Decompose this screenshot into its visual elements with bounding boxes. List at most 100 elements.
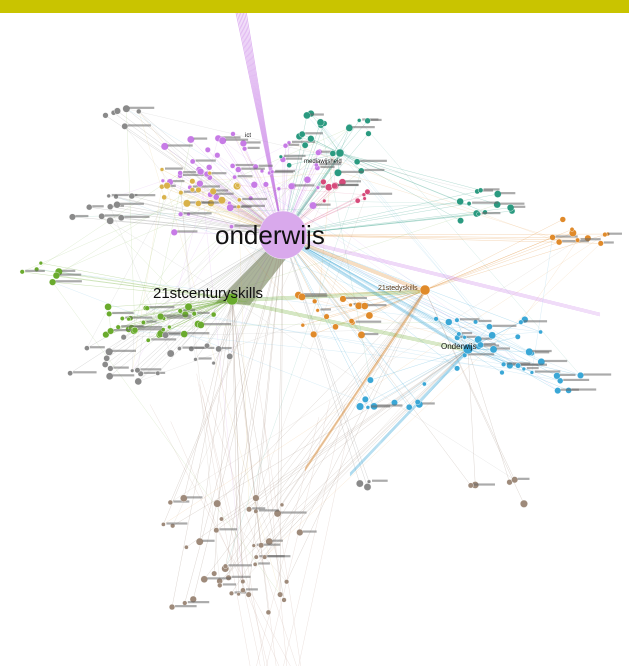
- graph-edge: [101, 216, 284, 236]
- graph-edge: [206, 138, 312, 346]
- node-label-mark: [345, 180, 362, 183]
- graph-node: [197, 321, 205, 329]
- graph-node: [476, 211, 482, 217]
- graph-edge: [282, 234, 471, 486]
- graph-edge: [52, 281, 375, 407]
- node-label-mark: [209, 172, 227, 175]
- graph-edge: [282, 234, 588, 239]
- graph-edge: [282, 234, 426, 291]
- graph-edge: [367, 348, 469, 408]
- graph-edge: [219, 348, 469, 582]
- graph-edge: [359, 348, 469, 407]
- graph-edge: [282, 234, 368, 488]
- graph-node: [189, 187, 195, 193]
- graph-edge: [58, 271, 233, 300]
- graph-node: [362, 196, 367, 201]
- graph-node: [252, 494, 260, 502]
- node-label-mark: [202, 539, 215, 542]
- node-label-mark: [164, 167, 183, 170]
- graph-edge: [320, 124, 519, 366]
- graph-edge: [86, 172, 181, 349]
- graph-edge: [424, 229, 573, 291]
- graph-node: [262, 181, 269, 188]
- graph-node: [86, 204, 93, 211]
- node-label-mark: [360, 159, 387, 162]
- node-label-mark: [320, 165, 335, 169]
- graph-edge: [282, 234, 375, 407]
- graph-node: [557, 377, 564, 384]
- node-label-mark: [480, 189, 494, 192]
- node-label-mark: [492, 324, 517, 327]
- graph-node: [559, 216, 566, 223]
- graph-edge: [282, 234, 481, 346]
- graph-node: [103, 355, 110, 362]
- graph-node: [144, 305, 150, 311]
- graph-node: [269, 169, 275, 175]
- graph-edge: [310, 113, 341, 154]
- graph-edge: [72, 203, 470, 218]
- graph-node: [286, 162, 292, 168]
- graph-node: [163, 182, 171, 190]
- graph-node: [168, 603, 176, 611]
- graph-edge: [304, 291, 426, 471]
- graph-edge: [132, 186, 163, 371]
- graph-node: [107, 203, 114, 210]
- graph-edge: [231, 300, 469, 352]
- node-label-mark: [288, 143, 300, 146]
- graph-node: [136, 108, 142, 115]
- graph-node: [189, 178, 196, 185]
- node-label-mark: [242, 197, 268, 201]
- node-label-mark: [607, 232, 622, 235]
- node-label-mark: [534, 370, 561, 373]
- graph-edge: [172, 348, 469, 526]
- graph-edge: [118, 298, 233, 328]
- edges-layer: [22, 13, 608, 666]
- graph-edge: [118, 321, 449, 328]
- graph-node: [493, 190, 502, 198]
- node-label-mark: [61, 269, 76, 272]
- node-label-mark: [422, 402, 435, 405]
- node-label-mark: [337, 183, 359, 187]
- graph-node: [422, 381, 427, 387]
- graph-node: [281, 597, 287, 603]
- node-label-mark: [237, 175, 253, 178]
- graph-edge: [339, 120, 368, 154]
- node-label-mark: [481, 211, 501, 215]
- graph-edge: [138, 111, 217, 198]
- node-label-mark: [113, 366, 129, 369]
- graph-node: [213, 499, 222, 508]
- node-label-mark: [301, 293, 327, 296]
- graph-edge: [110, 206, 284, 236]
- graph-edge: [231, 298, 262, 546]
- node-label-mark: [272, 170, 294, 174]
- node-label-mark: [523, 320, 548, 323]
- hub-node-21stcenturyskills: [225, 292, 239, 306]
- node-label-mark: [473, 483, 495, 486]
- hub-label-21stedyskills: 21stedyskills: [378, 285, 418, 292]
- node-label-mark: [194, 346, 215, 350]
- graph-edge: [200, 298, 233, 326]
- hub-label-onderwijs-2: Onderwijs: [441, 342, 477, 351]
- graph-node: [277, 591, 284, 598]
- graph-node: [130, 368, 135, 373]
- graph-node: [210, 311, 217, 318]
- graph-node: [514, 333, 521, 340]
- graph-node: [521, 366, 526, 372]
- graph-node: [361, 192, 367, 197]
- graph-node: [597, 240, 604, 247]
- graph-node: [287, 182, 295, 190]
- hub-node-21stedyskills: [419, 284, 431, 296]
- node-label-mark: [151, 338, 177, 341]
- node-label-mark: [366, 192, 393, 195]
- graph-edge: [140, 234, 284, 374]
- graph-edge: [179, 234, 284, 349]
- graph-node: [207, 171, 212, 176]
- graph-edge: [282, 236, 601, 316]
- node-label-mark: [534, 351, 550, 354]
- graph-edge: [310, 138, 341, 154]
- graph-node: [170, 228, 178, 236]
- graph-node: [322, 198, 327, 203]
- graph-node: [366, 479, 372, 484]
- graph-edge: [52, 281, 233, 300]
- graph-edge: [228, 234, 284, 578]
